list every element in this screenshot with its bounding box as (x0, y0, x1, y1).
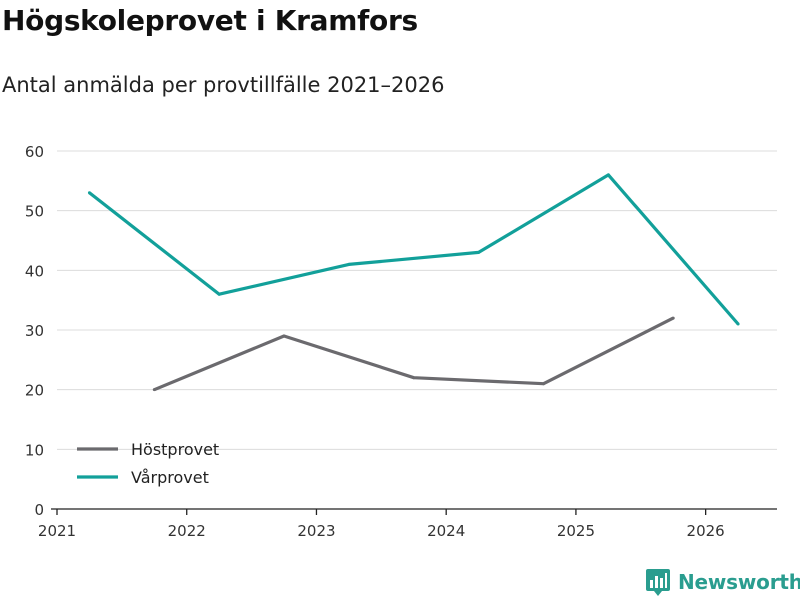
x-tick-label: 2023 (297, 522, 335, 540)
y-tick-label: 60 (25, 143, 44, 161)
data-point (347, 262, 351, 266)
y-tick-label: 30 (25, 322, 44, 340)
series-lines (87, 173, 740, 392)
x-tick-label: 2025 (557, 522, 595, 540)
newsworthy-logo: Newsworthy (645, 568, 800, 596)
data-point (282, 334, 286, 338)
y-tick-label: 0 (34, 501, 44, 519)
y-tick-label: 20 (25, 382, 44, 400)
data-point (671, 316, 675, 320)
chart-subtitle: Antal anmälda per provtillfälle 2021–202… (2, 73, 445, 97)
newsworthy-logo-icon (646, 569, 670, 596)
y-axis: 0 10 20 30 40 50 60 (25, 143, 44, 519)
data-point (152, 388, 156, 392)
legend-label: Vårprovet (131, 468, 209, 487)
brand-name: Newsworthy (678, 570, 800, 594)
x-tick-label: 2021 (38, 522, 76, 540)
legend-label: Höstprovet (131, 440, 219, 459)
y-tick-label: 40 (25, 262, 44, 280)
data-point (477, 250, 481, 254)
chart-title: Högskoleprovet i Kramfors (2, 4, 418, 37)
x-tick-label: 2024 (427, 522, 465, 540)
legend: Höstprovet Vårprovet (77, 440, 219, 487)
gridlines (57, 150, 777, 450)
series-line-v-rprovet (88, 173, 740, 326)
y-tick-label: 10 (25, 441, 44, 459)
y-tick-label: 50 (25, 203, 44, 221)
x-tick-label: 2022 (168, 522, 206, 540)
data-point (541, 382, 545, 386)
data-point (736, 322, 740, 326)
data-point (412, 376, 416, 380)
data-point (87, 191, 91, 195)
data-point (217, 292, 221, 296)
x-axis: 2021 2022 2023 2024 2025 2026 (38, 508, 777, 540)
data-point (606, 173, 610, 177)
x-tick-label: 2026 (687, 522, 725, 540)
